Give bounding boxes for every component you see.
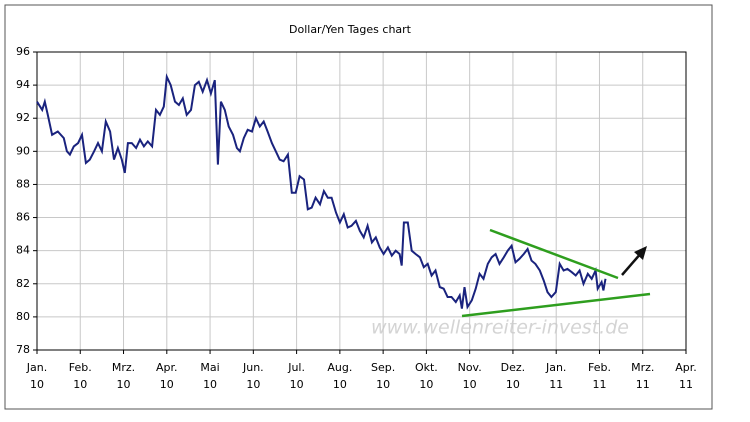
- x-tick-year: 10: [117, 378, 131, 391]
- y-tick-label: 82: [16, 277, 30, 290]
- x-tick-label: Aug.: [327, 361, 352, 374]
- x-tick-label: Feb.: [588, 361, 611, 374]
- trend-line-upper: [489, 228, 619, 280]
- x-tick-year: 10: [463, 378, 477, 391]
- x-tick-year: 10: [419, 378, 433, 391]
- x-tick-label: Sep.: [371, 361, 395, 374]
- x-tick-label: Mrz.: [112, 361, 135, 374]
- x-tick-year: 10: [160, 378, 174, 391]
- x-tick-year: 10: [246, 378, 260, 391]
- y-tick-label: 84: [16, 244, 30, 257]
- y-tick-label: 90: [16, 144, 30, 157]
- y-tick-label: 88: [16, 177, 30, 190]
- x-tick-label: Mrz.: [631, 361, 654, 374]
- watermark: www.wellenreiter-invest.de: [371, 317, 629, 339]
- price-line: [36, 73, 607, 310]
- y-tick-label: 92: [16, 111, 30, 124]
- y-tick-label: 94: [16, 78, 30, 91]
- arrow-head: [634, 246, 647, 260]
- x-tick-label: Dez.: [501, 361, 526, 374]
- x-tick-label: Nov.: [458, 361, 482, 374]
- y-tick-label: 86: [16, 211, 30, 224]
- y-tick-label: 96: [16, 45, 30, 58]
- x-tick-label: Jun.: [242, 361, 264, 374]
- x-tick-year: 10: [333, 378, 347, 391]
- x-tick-label: Mai: [200, 361, 219, 374]
- y-tick-label: 80: [16, 310, 30, 323]
- x-tick-label: Jan.: [545, 361, 566, 374]
- x-tick-year: 10: [376, 378, 390, 391]
- y-tick-label: 78: [16, 343, 30, 356]
- x-tick-year: 11: [679, 378, 693, 391]
- x-tick-year: 11: [549, 378, 563, 391]
- x-tick-year: 10: [506, 378, 520, 391]
- x-tick-year: 10: [73, 378, 87, 391]
- x-tick-year: 10: [30, 378, 44, 391]
- x-tick-label: Apr.: [675, 361, 697, 374]
- x-tick-label: Jul.: [287, 361, 305, 374]
- x-tick-year: 10: [290, 378, 304, 391]
- chart-frame: [4, 4, 713, 410]
- chart-title: Dollar/Yen Tages chart: [289, 23, 412, 36]
- plot-border: [36, 51, 687, 351]
- x-tick-year: 11: [636, 378, 650, 391]
- x-tick-label: Jan.: [26, 361, 47, 374]
- x-tick-label: Apr.: [156, 361, 178, 374]
- x-tick-year: 11: [592, 378, 606, 391]
- trend-line-lower: [461, 292, 651, 318]
- x-tick-label: Feb.: [69, 361, 92, 374]
- x-tick-label: Okt.: [415, 361, 438, 374]
- x-tick-year: 10: [203, 378, 217, 391]
